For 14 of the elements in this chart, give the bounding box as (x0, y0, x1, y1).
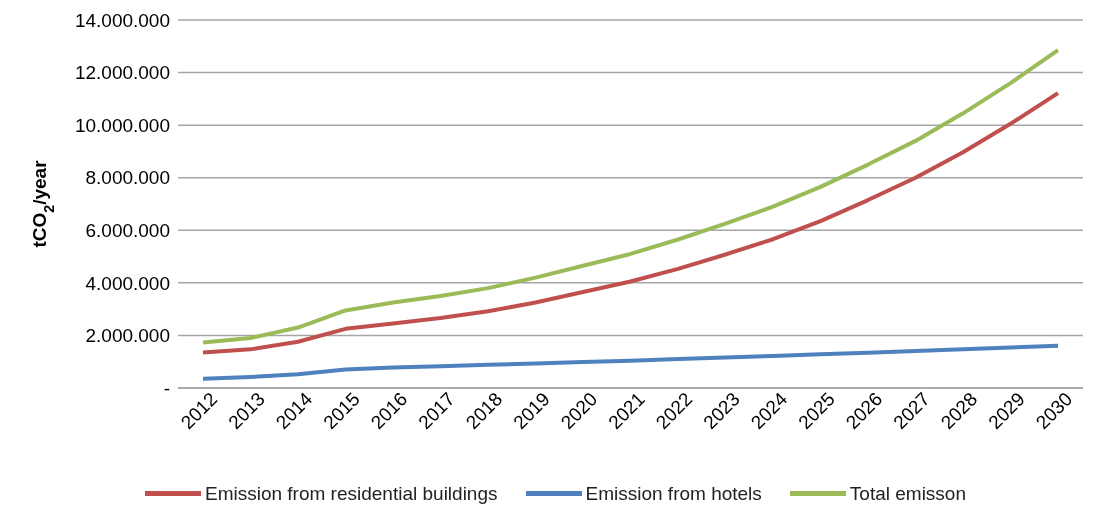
y-tick-label: 2.000.000 (85, 325, 170, 347)
legend-label: Emission from residential buildings (204, 483, 498, 505)
legend-label: Total emisson (848, 483, 967, 505)
y-tick-label: 12.000.000 (74, 62, 170, 84)
y-tick-label: 10.000.000 (74, 114, 170, 136)
line-series (201, 91, 1060, 355)
line-series (201, 343, 1060, 381)
y-tick-label: 14.000.000 (74, 9, 170, 31)
y-tick-label: 8.000.000 (85, 167, 170, 189)
y-tick-label: 4.000.000 (85, 272, 170, 294)
line-series (201, 48, 1060, 345)
y-tick-label: - (163, 377, 170, 399)
legend-label: Emission from hotels (584, 483, 762, 505)
y-tick-label: 6.000.000 (85, 220, 170, 242)
